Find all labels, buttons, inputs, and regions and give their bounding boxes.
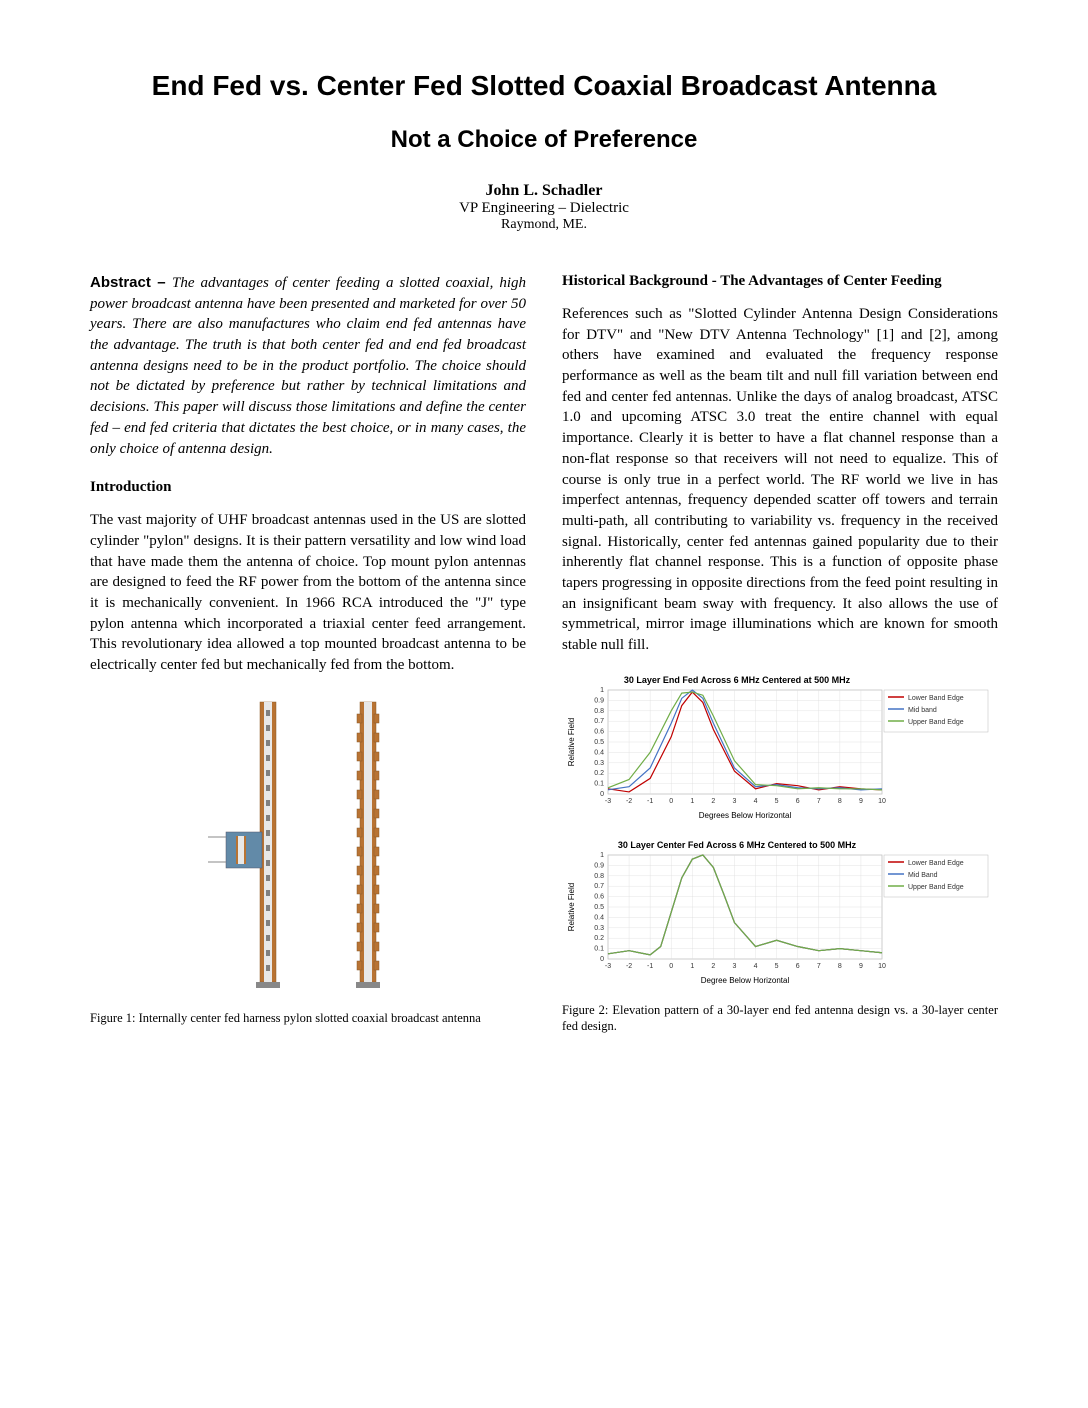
svg-text:8: 8 [838, 798, 842, 805]
svg-text:6: 6 [796, 963, 800, 970]
svg-text:0.1: 0.1 [594, 780, 604, 787]
svg-text:-3: -3 [605, 798, 611, 805]
svg-text:4: 4 [754, 798, 758, 805]
svg-text:0.6: 0.6 [594, 728, 604, 735]
svg-text:5: 5 [775, 963, 779, 970]
svg-text:10: 10 [878, 963, 886, 970]
svg-text:Degrees Below Horizontal: Degrees Below Horizontal [699, 811, 792, 820]
svg-text:Relative Field: Relative Field [567, 882, 576, 930]
author-location: Raymond, ME. [90, 217, 998, 233]
figure-1-caption: Figure 1: Internally center fed harness … [90, 1010, 526, 1026]
svg-text:-2: -2 [626, 963, 632, 970]
end-fed-chart: 30 Layer End Fed Across 6 MHz Centered a… [562, 672, 992, 822]
svg-text:0.5: 0.5 [594, 904, 604, 911]
svg-text:1: 1 [600, 687, 604, 694]
svg-text:Mid Band: Mid Band [908, 872, 938, 879]
svg-text:10: 10 [878, 798, 886, 805]
svg-text:0: 0 [669, 963, 673, 970]
svg-text:0.8: 0.8 [594, 872, 604, 879]
svg-text:2: 2 [711, 963, 715, 970]
svg-text:8: 8 [838, 963, 842, 970]
svg-text:0.7: 0.7 [594, 718, 604, 725]
svg-text:-2: -2 [626, 798, 632, 805]
svg-text:Upper Band Edge: Upper Band Edge [908, 884, 964, 891]
svg-text:0: 0 [669, 798, 673, 805]
svg-text:7: 7 [817, 963, 821, 970]
svg-text:1: 1 [600, 852, 604, 859]
historical-heading: Historical Background - The Advantages o… [562, 273, 998, 290]
svg-text:0.6: 0.6 [594, 893, 604, 900]
svg-text:Mid band: Mid band [908, 707, 937, 714]
svg-text:0.4: 0.4 [594, 749, 604, 756]
svg-text:9: 9 [859, 798, 863, 805]
introduction-heading: Introduction [90, 479, 526, 496]
svg-text:30 Layer Center Fed Across 6 M: 30 Layer Center Fed Across 6 MHz Centere… [618, 840, 857, 850]
abstract-body: The advantages of center feeding a slott… [90, 275, 526, 457]
svg-text:1: 1 [690, 963, 694, 970]
paper-subtitle: Not a Choice of Preference [90, 126, 998, 154]
svg-text:3: 3 [733, 963, 737, 970]
abstract-paragraph: Abstract – The advantages of center feed… [90, 273, 526, 459]
svg-text:0.3: 0.3 [594, 759, 604, 766]
svg-text:Lower Band Edge: Lower Band Edge [908, 695, 964, 702]
svg-text:0.5: 0.5 [594, 739, 604, 746]
svg-text:Relative Field: Relative Field [567, 717, 576, 765]
two-column-layout: Abstract – The advantages of center feed… [90, 273, 998, 1034]
introduction-text: The vast majority of UHF broadcast anten… [90, 510, 526, 676]
svg-text:Upper Band Edge: Upper Band Edge [908, 719, 964, 726]
center-fed-chart: 30 Layer Center Fed Across 6 MHz Centere… [562, 837, 992, 987]
svg-text:0: 0 [600, 791, 604, 798]
figure-2-caption: Figure 2: Elevation pattern of a 30-laye… [562, 1002, 998, 1035]
antenna-diagram-icon [158, 692, 458, 1002]
svg-text:7: 7 [817, 798, 821, 805]
svg-text:Lower Band Edge: Lower Band Edge [908, 860, 964, 867]
historical-text: References such as "Slotted Cylinder Ant… [562, 304, 998, 656]
svg-text:30 Layer End Fed Across 6 MHz: 30 Layer End Fed Across 6 MHz Centered a… [624, 675, 851, 685]
paper-title: End Fed vs. Center Fed Slotted Coaxial B… [90, 70, 998, 102]
author-name: John L. Schadler [90, 182, 998, 200]
author-affiliation: VP Engineering – Dielectric [90, 200, 998, 217]
svg-text:0.9: 0.9 [594, 862, 604, 869]
svg-text:9: 9 [859, 963, 863, 970]
svg-text:-1: -1 [647, 963, 653, 970]
svg-text:0.1: 0.1 [594, 945, 604, 952]
svg-text:Degree Below Horizontal: Degree Below Horizontal [701, 976, 790, 985]
svg-text:1: 1 [690, 798, 694, 805]
svg-text:-3: -3 [605, 963, 611, 970]
abstract-label: Abstract – [90, 274, 172, 291]
chart-2-container: 30 Layer Center Fed Across 6 MHz Centere… [562, 837, 998, 992]
left-column: Abstract – The advantages of center feed… [90, 273, 526, 1034]
figure-1-container: Figure 1: Internally center fed harness … [90, 692, 526, 1026]
svg-text:4: 4 [754, 963, 758, 970]
svg-text:3: 3 [733, 798, 737, 805]
svg-text:0.3: 0.3 [594, 924, 604, 931]
svg-text:2: 2 [711, 798, 715, 805]
svg-text:5: 5 [775, 798, 779, 805]
svg-text:6: 6 [796, 798, 800, 805]
svg-text:0.8: 0.8 [594, 707, 604, 714]
right-column: Historical Background - The Advantages o… [562, 273, 998, 1034]
svg-text:0.7: 0.7 [594, 883, 604, 890]
svg-text:-1: -1 [647, 798, 653, 805]
svg-text:0.4: 0.4 [594, 914, 604, 921]
svg-text:0.2: 0.2 [594, 935, 604, 942]
svg-text:0.2: 0.2 [594, 770, 604, 777]
svg-text:0: 0 [600, 956, 604, 963]
svg-text:0.9: 0.9 [594, 697, 604, 704]
chart-1-container: 30 Layer End Fed Across 6 MHz Centered a… [562, 672, 998, 827]
